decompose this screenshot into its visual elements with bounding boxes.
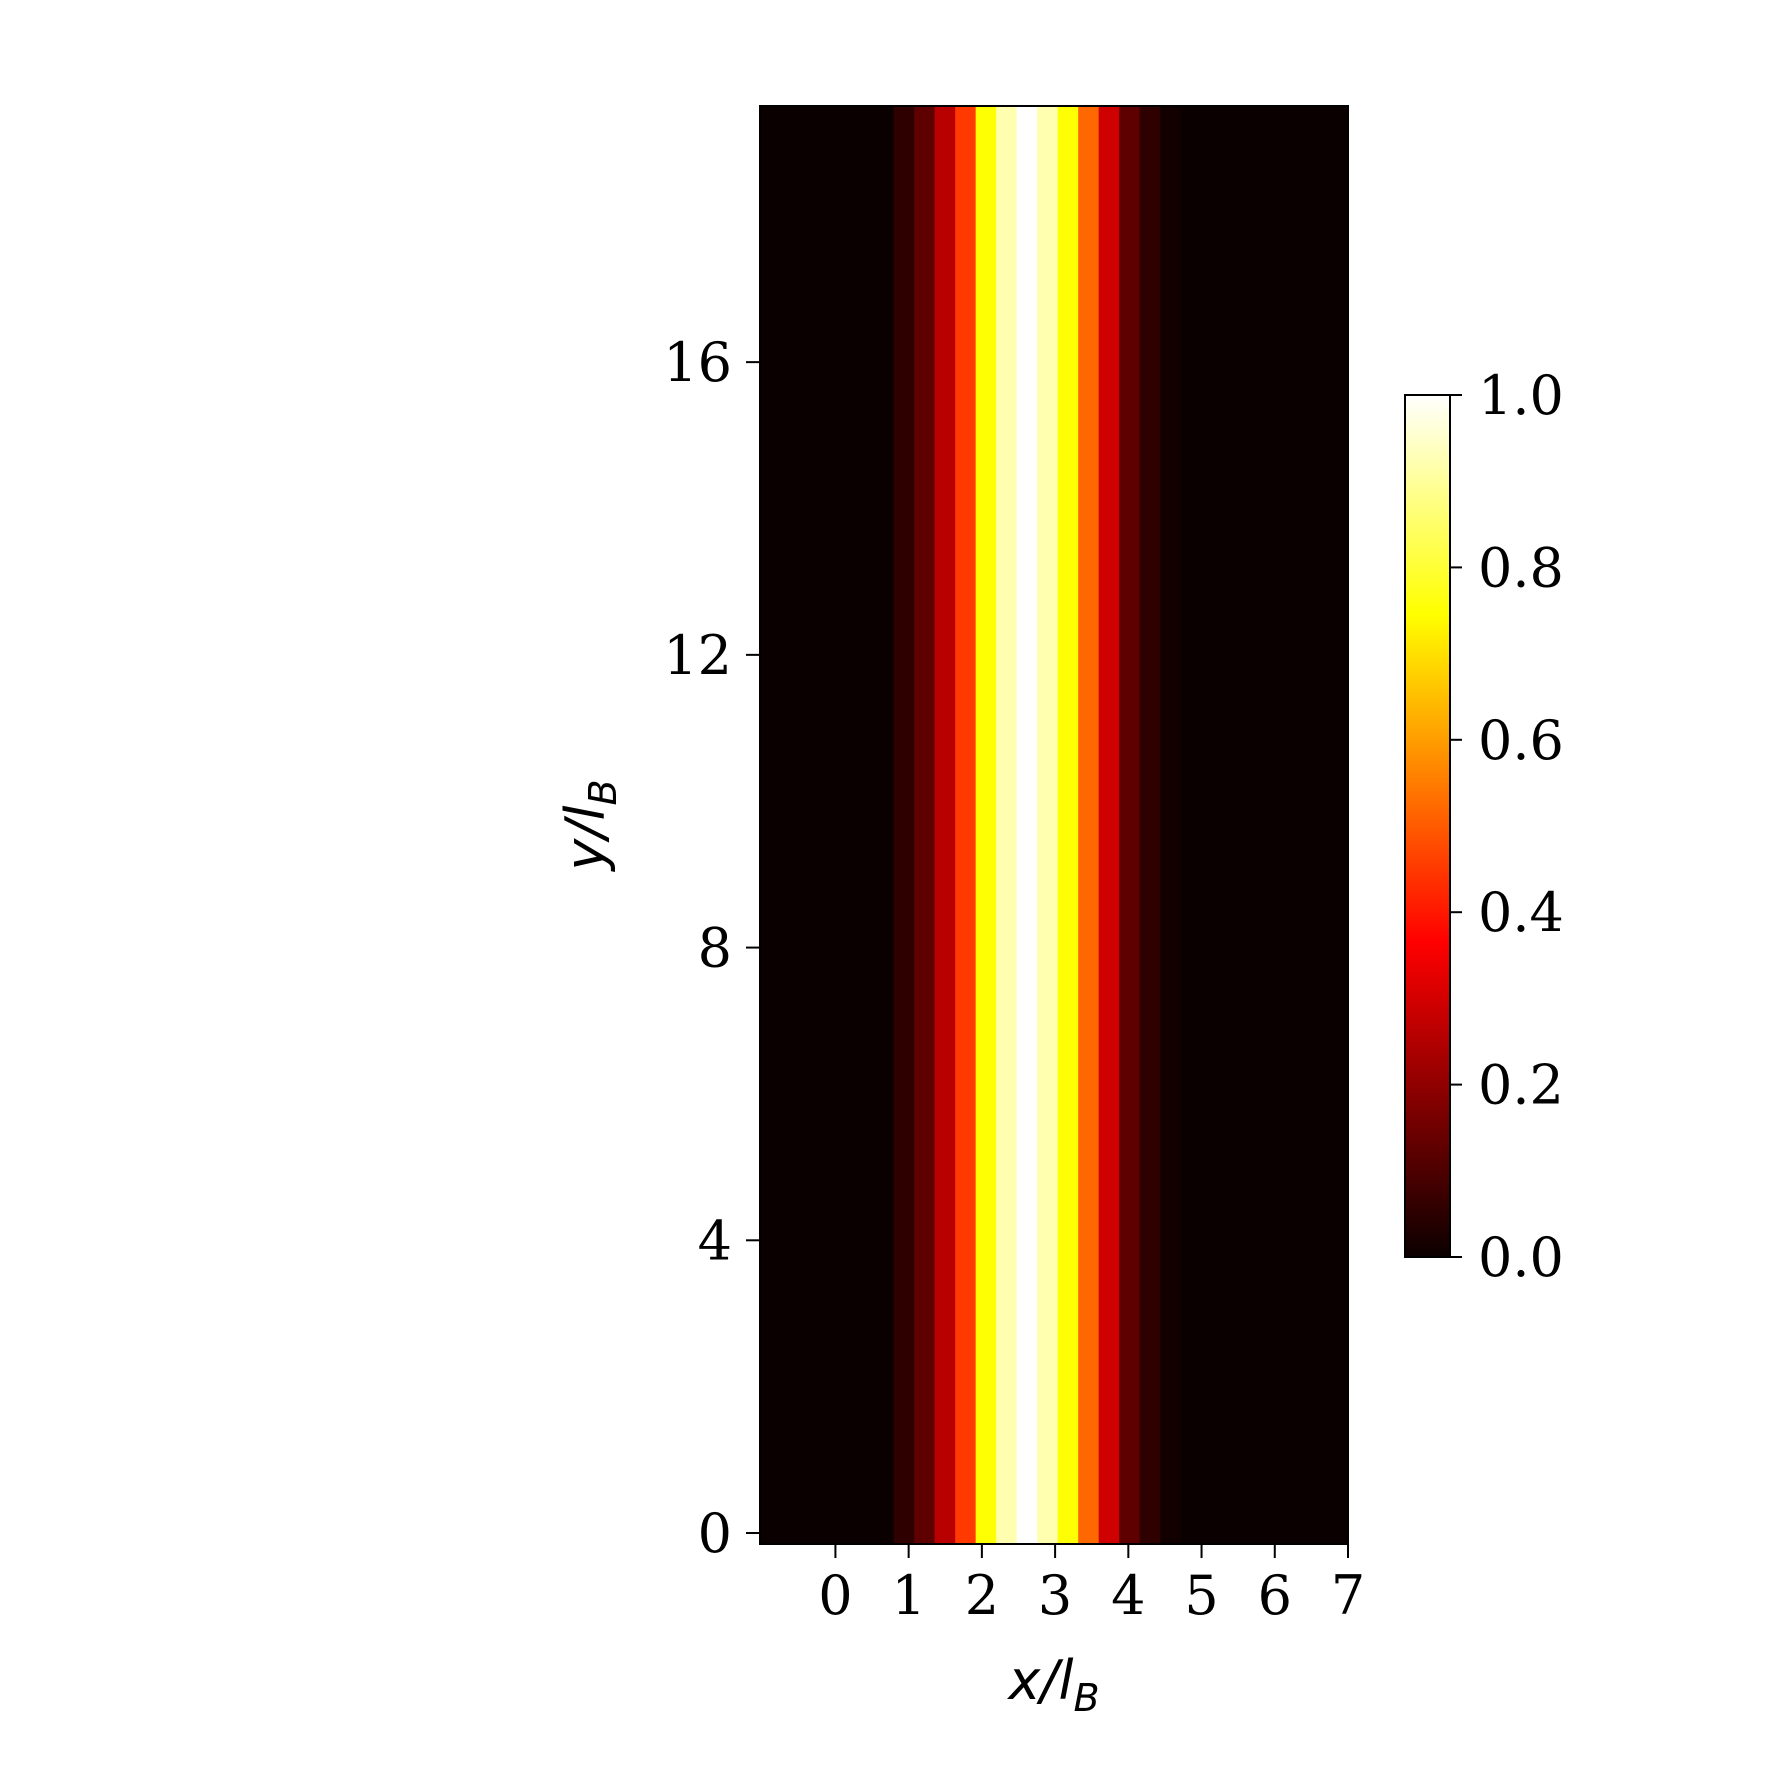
x-axis-label: x/lB xyxy=(1006,1649,1099,1720)
heatmap-column xyxy=(1160,106,1182,1544)
y-axis-label: y/lB xyxy=(554,779,625,872)
y-tick-label: 12 xyxy=(663,624,732,687)
plot-frame xyxy=(759,105,1349,1545)
x-tick-label: 2 xyxy=(965,1564,999,1627)
heatmap-column xyxy=(1098,106,1120,1544)
heatmap-column xyxy=(1057,106,1079,1544)
y-tick-label: 0 xyxy=(698,1502,732,1565)
heatmap-column xyxy=(1139,106,1161,1544)
heatmap-column xyxy=(1119,106,1141,1544)
heatmap-column xyxy=(955,106,977,1544)
heatmap-cells xyxy=(760,106,1349,1544)
heatmap-column xyxy=(1180,106,1349,1544)
x-tick-label: 0 xyxy=(818,1564,852,1627)
y-tick-label: 8 xyxy=(698,917,732,980)
colorbar-frame xyxy=(1404,394,1451,1258)
x-tick-label: 3 xyxy=(1038,1564,1072,1627)
x-tick-label: 1 xyxy=(891,1564,925,1627)
x-tick-label: 5 xyxy=(1184,1564,1218,1627)
y-tick-label: 4 xyxy=(698,1209,732,1272)
colorbar-tick-label: 0.4 xyxy=(1478,881,1564,944)
colorbar-tick-label: 1.0 xyxy=(1478,364,1564,427)
colorbar-tick-label: 0.0 xyxy=(1478,1226,1564,1289)
colorbar-tick-label: 0.2 xyxy=(1478,1054,1564,1117)
colorbar-tick-label: 0.8 xyxy=(1478,536,1564,599)
x-tick-label: 4 xyxy=(1111,1564,1145,1627)
heatmap-column xyxy=(934,106,956,1544)
colorbar-tick-label: 0.6 xyxy=(1478,709,1564,772)
y-axis-ticks: 0 4 8 12 16 xyxy=(663,331,760,1565)
x-tick-label: 7 xyxy=(1331,1564,1365,1627)
heatmap-column xyxy=(1078,106,1100,1544)
colorbar-ticks: 0.0 0.2 0.4 0.6 0.8 1.0 xyxy=(1450,364,1564,1289)
heatmap-column xyxy=(1037,106,1059,1544)
heatmap-column xyxy=(975,106,997,1544)
x-tick-label: 6 xyxy=(1258,1564,1292,1627)
heatmap-column xyxy=(1016,106,1038,1544)
heatmap-column xyxy=(914,106,936,1544)
heatmap-column xyxy=(996,106,1018,1544)
heatmap-column xyxy=(760,106,895,1544)
colorbar xyxy=(1405,395,1450,1257)
heatmap-column xyxy=(893,106,915,1544)
y-tick-label: 16 xyxy=(663,331,732,394)
